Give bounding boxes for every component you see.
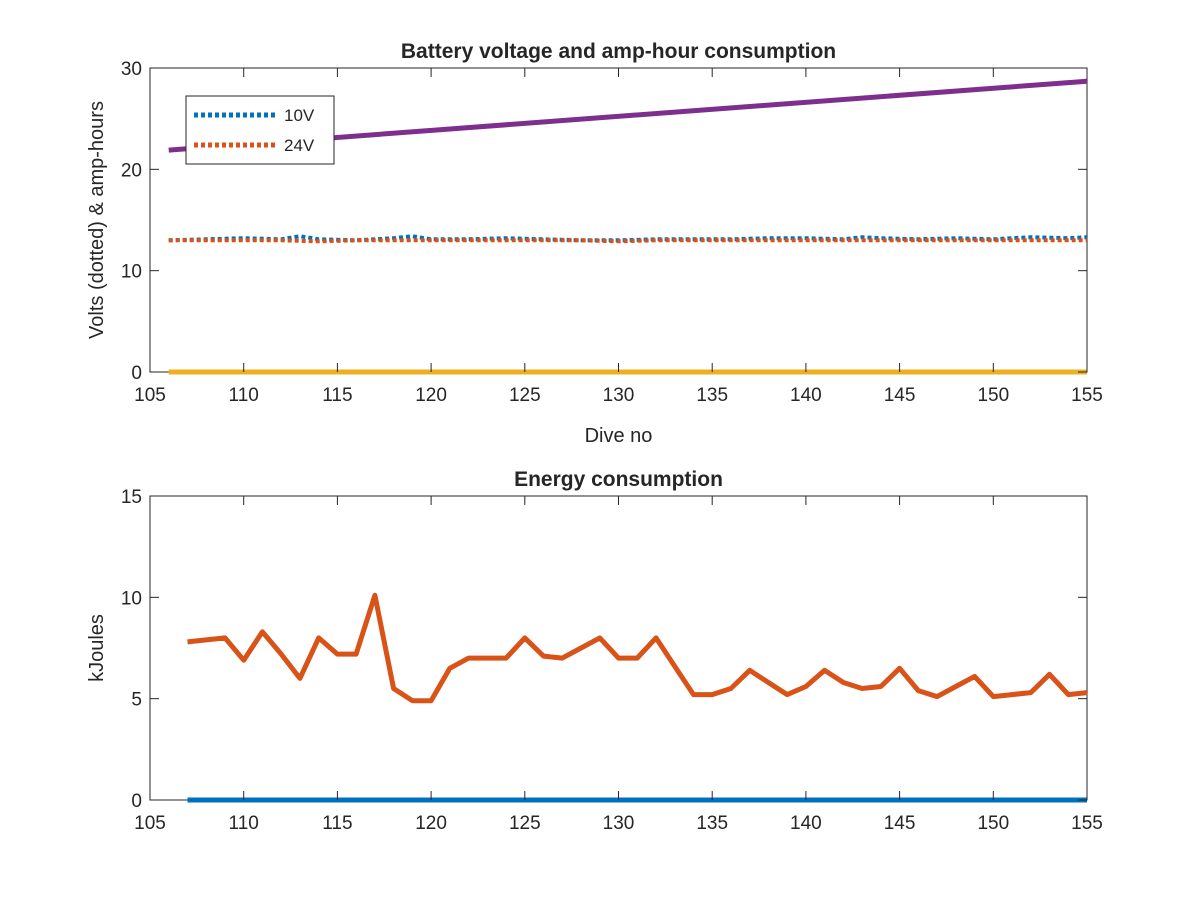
- energy-axes-box: [149, 495, 1088, 801]
- battery-y-tick-label: 30: [121, 59, 142, 80]
- energy-y-axis-label: kJoules: [86, 614, 108, 682]
- battery-x-tick-label: 155: [1071, 385, 1103, 406]
- battery-x-tick-label: 105: [134, 385, 166, 406]
- battery-x-tick-label: 140: [790, 385, 822, 406]
- battery-series-line-24v: [168, 238, 1087, 244]
- battery-x-tick-label: 110: [229, 385, 259, 406]
- energy-chart-title: Energy consumption: [514, 468, 723, 491]
- battery-x-tick-label: 150: [977, 385, 1009, 406]
- energy-x-tick-label: 120: [415, 813, 447, 834]
- energy-x-tick-label: 145: [884, 813, 916, 834]
- battery-legend: 10V 24V: [185, 95, 335, 165]
- energy-x-tick-label: 130: [603, 813, 635, 834]
- energy-y-tick-label: 15: [121, 487, 142, 508]
- battery-x-axis-label: Dive no: [585, 425, 653, 447]
- energy-y-tick-label: 10: [121, 588, 142, 609]
- energy-x-tick-label: 140: [790, 813, 822, 834]
- energy-y-ticks: 0 5 10 15: [121, 487, 1087, 812]
- legend-label-10v: 10V: [284, 106, 315, 125]
- battery-x-tick-label: 125: [509, 385, 541, 406]
- energy-x-tick-label: 135: [696, 813, 728, 834]
- battery-chart-title: Battery voltage and amp-hour consumption: [401, 40, 836, 63]
- energy-series-line-0: [187, 592, 1088, 704]
- energy-x-tick-label: 110: [229, 813, 259, 834]
- battery-subplot: 105 110 115 120 125 130 135 140 145 150 155 0 10 20 3…: [86, 40, 1103, 447]
- battery-y-tick-label: 20: [121, 160, 142, 181]
- battery-x-tick-label: 135: [696, 385, 728, 406]
- energy-subplot: 105 110 115 120 125 130 135 140 145 150 155 0 5 10 15…: [86, 468, 1103, 834]
- battery-y-tick-label: 10: [121, 262, 142, 283]
- legend-label-24v: 24V: [284, 136, 315, 155]
- energy-x-tick-label: 115: [322, 813, 352, 834]
- battery-x-tick-label: 115: [322, 385, 352, 406]
- energy-x-tick-label: 125: [509, 813, 541, 834]
- battery-y-tick-label: 0: [131, 363, 142, 384]
- battery-y-axis-label: Volts (dotted) & amp-hours: [86, 101, 108, 339]
- battery-y-ticks: 0 10 20 30: [121, 59, 1087, 384]
- battery-x-tick-label: 120: [415, 385, 447, 406]
- energy-x-ticks: 105 110 115 120 125 130 135 140 145 150 155: [134, 496, 1103, 834]
- battery-x-tick-label: 145: [884, 385, 916, 406]
- energy-y-tick-label: 5: [131, 690, 142, 711]
- energy-x-tick-label: 155: [1071, 813, 1103, 834]
- energy-x-tick-label: 150: [977, 813, 1009, 834]
- energy-x-tick-label: 105: [134, 813, 166, 834]
- energy-y-tick-label: 0: [131, 791, 142, 812]
- battery-x-ticks: 105 110 115 120 125 130 135 140 145 150 155: [134, 68, 1103, 406]
- battery-x-tick-label: 130: [603, 385, 635, 406]
- legend-box: [185, 95, 335, 165]
